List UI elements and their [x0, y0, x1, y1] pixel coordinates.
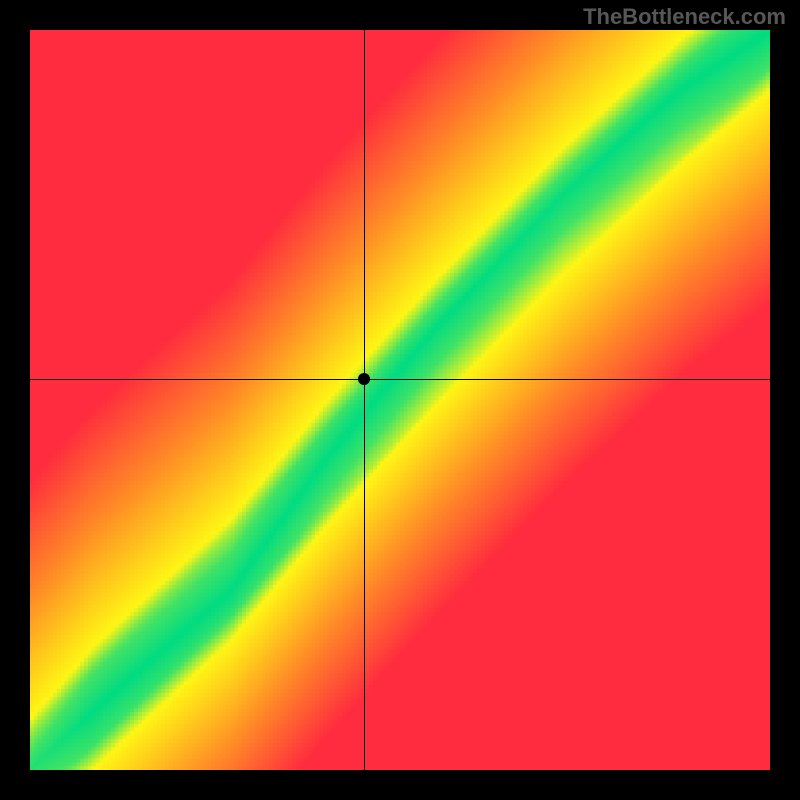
- crosshair-vertical: [364, 30, 365, 770]
- heatmap-plot: [30, 30, 770, 770]
- watermark-text: TheBottleneck.com: [583, 4, 786, 30]
- chart-container: TheBottleneck.com: [0, 0, 800, 800]
- crosshair-horizontal: [30, 379, 770, 380]
- heatmap-canvas: [30, 30, 770, 770]
- data-point-marker: [358, 373, 370, 385]
